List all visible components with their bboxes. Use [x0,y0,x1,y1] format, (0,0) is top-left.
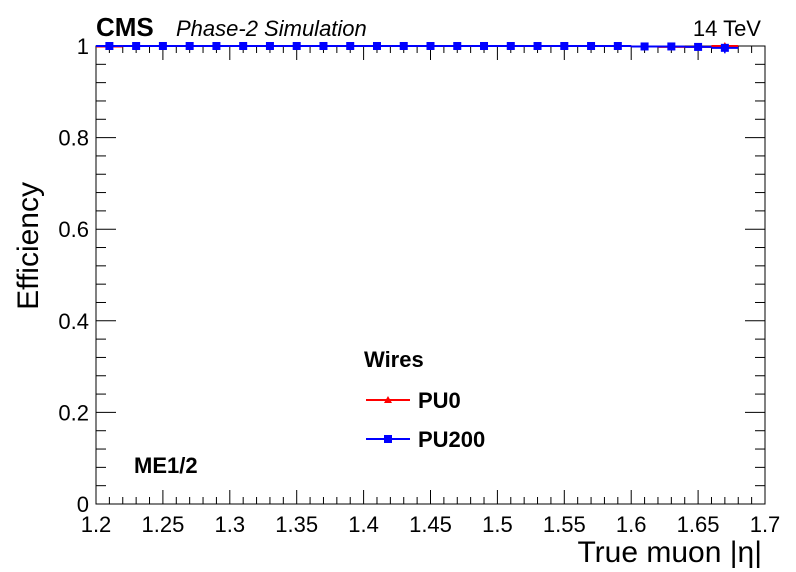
data-point [239,42,248,50]
x-tick-label: 1.3 [215,512,246,537]
x-tick-label: 1.2 [81,512,112,537]
data-point [560,42,569,50]
data-point [105,42,114,50]
x-tick-label: 1.25 [141,512,184,537]
data-point [667,42,676,51]
simulation-label: Phase-2 Simulation [176,16,367,41]
data-point [453,42,462,50]
x-tick-label: 1.55 [543,512,586,537]
cms-label: CMS [96,12,154,42]
x-tick-label: 1.65 [677,512,720,537]
data-point [346,42,355,50]
data-point [265,42,274,50]
series-pu200 [96,42,739,54]
data-point [212,42,221,50]
y-tick-label: 0.4 [58,309,89,334]
x-tick-label: 1.6 [616,512,647,537]
y-tick-label: 0.2 [58,400,89,425]
y-tick-label: 0.8 [58,126,89,151]
legend-label-pu200: PU200 [418,427,485,452]
data-point [694,42,703,51]
x-tick-label: 1.7 [750,512,781,537]
data-point [480,42,489,50]
legend-entry-pu200: PU200 [366,427,485,452]
data-point [613,42,622,50]
data-point [720,43,729,52]
x-tick-label: 1.45 [409,512,452,537]
x-axis-title: True muon |η| [577,536,762,569]
y-tick-label: 1 [77,34,89,59]
data-point [132,42,141,50]
tick-labels: 1.2 1.25 1.3 1.35 1.4 1.45 1.5 1.55 1.6 1.65 1.7 0 0… [58,34,780,537]
x-tick-label: 1.5 [482,512,513,537]
data-point [185,42,194,50]
data-point [158,42,167,50]
data-point [533,42,542,50]
legend-marker-pu0 [384,396,392,403]
legend: Wires PU0 PU200 [364,347,485,452]
data-point [640,42,649,51]
y-tick-label: 0.6 [58,217,89,242]
y-tick-label: 0 [77,492,89,517]
chamber-label: ME1/2 [134,453,198,478]
data-point [319,42,328,50]
data-point [399,42,408,50]
data-point [292,42,301,50]
data-series [96,42,739,54]
data-point [587,42,596,50]
x-tick-label: 1.35 [275,512,318,537]
legend-marker-pu200 [384,435,392,443]
data-point [372,42,381,50]
x-tick-label: 1.4 [348,512,379,537]
energy-label: 14 TeV [693,16,761,41]
legend-title: Wires [364,347,424,372]
data-point [506,42,515,50]
y-axis-title: Efficiency [12,182,45,310]
legend-label-pu0: PU0 [418,388,461,413]
legend-entry-pu0: PU0 [366,388,461,413]
data-point [426,42,435,50]
